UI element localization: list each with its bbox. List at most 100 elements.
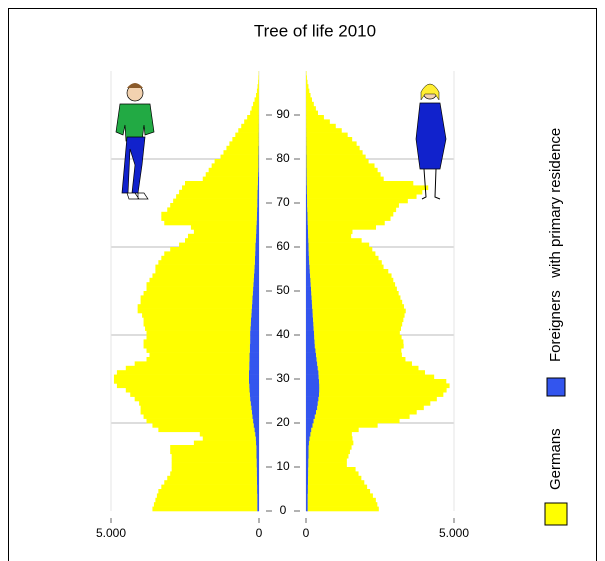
bar-female [308,463,346,468]
bar-female [306,436,310,441]
bar-female [306,229,308,234]
bar-female [306,141,356,146]
bar-female [307,172,381,177]
bar-male [147,348,250,353]
bar-female [317,361,412,366]
bar-female [309,256,379,261]
bar-female [306,432,310,437]
bar-female [310,432,351,437]
bar-male [252,304,259,309]
male-figure [116,83,154,199]
bar-male [256,449,259,454]
bar-male [250,339,259,344]
bar-male [141,295,253,300]
bar-female [306,388,319,393]
bar-male [144,322,251,327]
bar-female [318,366,419,371]
bar-female [306,150,362,155]
bar-female [307,199,408,204]
bar-male [255,265,259,270]
x-tick-label: 5.000 [96,526,126,540]
bar-male [117,370,249,375]
bar-male [244,119,259,124]
bar-female [306,313,313,318]
bar-female [314,326,401,331]
bar-female [306,331,314,336]
bar-male [141,410,252,415]
bar-male [149,278,253,283]
bar-female [306,80,307,85]
bar-male [257,498,259,503]
bar-female [308,498,376,503]
bar-female [313,313,405,318]
bar-female [306,309,313,314]
x-tick-label: 5.000 [439,526,469,540]
bar-female [318,370,425,375]
bar-female [306,445,309,450]
bar-male [251,313,259,318]
bar-male [257,471,259,476]
bar-male [144,414,253,419]
bar-female [312,295,401,300]
bar-male [257,507,259,512]
bar-male [255,251,259,256]
bar-female [306,458,308,463]
bar-male [257,89,259,94]
bar-female [310,269,388,274]
bar-male [232,137,258,142]
bar-male [253,419,259,424]
bar-male [254,273,259,278]
bar-male [249,370,259,375]
bar-female [308,467,355,472]
bar-male [114,375,249,380]
bar-male [257,458,259,463]
y-tick-label: 50 [276,283,290,297]
bar-male [257,485,259,490]
bar-female [306,137,352,142]
bar-male [257,476,259,481]
bar-female [307,207,396,212]
bar-male [161,216,256,221]
y-tick-label: 80 [276,151,290,165]
bar-female [318,401,430,406]
bar-female [306,133,347,138]
y-tick-label: 30 [276,371,290,385]
bar-male [247,115,259,120]
bar-male [238,128,258,133]
bar-female [307,190,422,195]
bar-male [258,181,259,186]
bar-female [306,115,324,120]
bar-male [241,124,259,129]
bar-male [215,159,259,164]
y-tick-label: 60 [276,239,290,253]
bar-male [209,168,259,173]
bar-male [145,326,250,331]
bar-female [306,265,310,270]
bar-male [167,476,257,481]
bar-female [312,300,402,305]
bar-female [317,405,424,410]
bar-male [250,388,259,393]
bar-female [309,251,376,256]
bar-female [306,225,308,230]
bar-female [313,317,403,322]
bar-female [306,84,308,89]
bar-female [306,357,317,362]
bar-female [306,463,308,468]
bar-male [252,106,259,111]
bar-female [306,111,318,116]
bar-male [257,467,259,472]
bar-male [138,304,252,309]
bar-female [314,335,401,340]
bar-male [252,295,259,300]
bar-female [306,93,310,98]
bar-male [155,269,254,274]
bar-male [203,436,256,441]
bar-male [161,256,255,261]
legend-label: Germans [547,428,564,490]
bar-female [315,414,410,419]
bar-male [257,480,259,485]
bar-male [250,357,259,362]
bar-female [306,146,359,151]
bar-female [306,353,316,358]
